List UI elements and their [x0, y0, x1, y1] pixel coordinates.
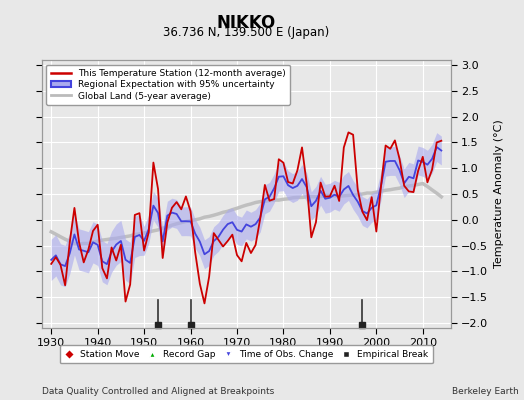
- Text: Berkeley Earth: Berkeley Earth: [452, 387, 519, 396]
- Text: 36.736 N, 139.500 E (Japan): 36.736 N, 139.500 E (Japan): [163, 26, 330, 39]
- Legend: Station Move, Record Gap, Time of Obs. Change, Empirical Break: Station Move, Record Gap, Time of Obs. C…: [60, 346, 433, 364]
- Legend: This Temperature Station (12-month average), Regional Expectation with 95% uncer: This Temperature Station (12-month avera…: [47, 64, 290, 105]
- Text: Data Quality Controlled and Aligned at Breakpoints: Data Quality Controlled and Aligned at B…: [42, 387, 274, 396]
- Y-axis label: Temperature Anomaly (°C): Temperature Anomaly (°C): [494, 120, 504, 268]
- Text: NIKKO: NIKKO: [216, 14, 276, 32]
